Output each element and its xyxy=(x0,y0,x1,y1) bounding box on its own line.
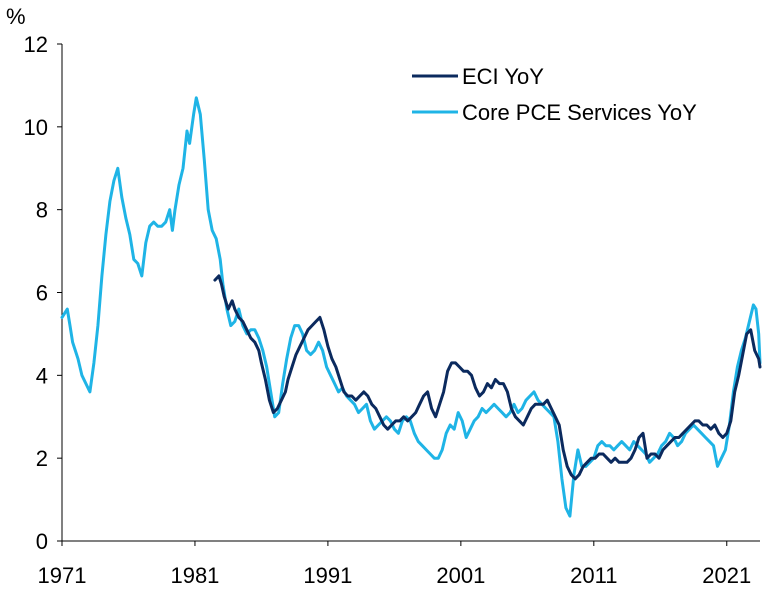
y-tick-label: 8 xyxy=(36,198,48,223)
x-tick-label: 1981 xyxy=(170,563,219,588)
legend-label: Core PCE Services YoY xyxy=(462,100,697,125)
y-tick-label: 4 xyxy=(36,363,48,388)
x-axis-ticks: 1971 1981 1991 2001 2011 2021 xyxy=(38,541,751,588)
x-tick-label: 1991 xyxy=(303,563,352,588)
series-line-eci-yoy xyxy=(213,274,762,481)
y-axis-unit-label: % xyxy=(6,4,26,29)
series-layer xyxy=(60,96,762,518)
legend-label: ECI YoY xyxy=(462,64,544,89)
legend: ECI YoY Core PCE Services YoY xyxy=(412,64,697,125)
x-tick-label: 2001 xyxy=(436,563,485,588)
y-tick-label: 12 xyxy=(24,32,48,57)
x-tick-label: 1971 xyxy=(38,563,87,588)
y-tick-label: 2 xyxy=(36,446,48,471)
y-tick-label: 6 xyxy=(36,281,48,306)
x-tick-label: 2011 xyxy=(570,563,617,588)
y-tick-label: 0 xyxy=(36,529,48,554)
y-tick-label: 10 xyxy=(24,115,48,140)
y-axis-ticks: 0 2 4 6 8 10 12 xyxy=(24,32,62,554)
x-tick-label: 2021 xyxy=(702,563,751,588)
